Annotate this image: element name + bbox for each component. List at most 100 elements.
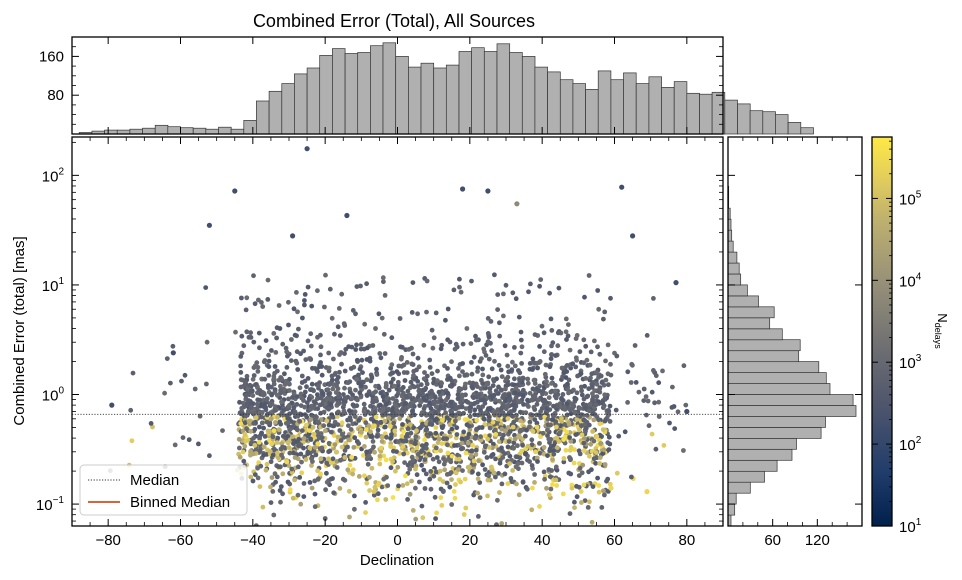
scatter-point (254, 405, 260, 411)
y-tick-label: 102 (42, 166, 65, 185)
scatter-point (633, 380, 639, 385)
scatter-point (309, 303, 315, 309)
scatter-point (515, 461, 521, 467)
scatter-point (295, 464, 301, 470)
scatter-point (277, 488, 283, 493)
scatter-point (316, 383, 321, 389)
scatter-point (286, 463, 292, 468)
scatter-point (408, 413, 414, 419)
scatter-point (129, 438, 135, 444)
scatter-point (602, 392, 608, 398)
top-histogram-bar (623, 72, 637, 135)
scatter-point (501, 291, 506, 297)
scatter-point (364, 345, 370, 351)
top-histogram-bar (673, 81, 688, 135)
scatter-point (312, 478, 318, 484)
scatter-point (331, 490, 337, 496)
scatter-point (428, 486, 434, 492)
scatter-point (350, 308, 356, 313)
scatter-point (605, 371, 611, 377)
scatter-point (419, 462, 424, 468)
scatter-point (597, 461, 603, 466)
scatter-point (318, 431, 324, 436)
top-histogram-bar (724, 99, 738, 135)
scatter-point (346, 423, 351, 428)
scatter-point (363, 420, 369, 426)
scatter-point (323, 272, 328, 278)
scatter-point (545, 416, 551, 422)
scatter-point (268, 500, 274, 505)
scatter-point (421, 396, 426, 401)
scatter-point (422, 370, 427, 375)
scatter-point (681, 363, 687, 369)
scatter-point (581, 337, 587, 343)
scatter-point (292, 409, 298, 415)
scatter-point (536, 388, 542, 394)
scatter-point (441, 488, 446, 494)
scatter-point (535, 459, 540, 464)
scatter-point (384, 396, 390, 401)
scatter-point (238, 421, 244, 426)
scatter-point (393, 468, 398, 474)
scatter-point (323, 428, 328, 434)
colorbar-tick-label: 101 (899, 517, 922, 536)
scatter-point (332, 442, 338, 447)
scatter-point (524, 427, 529, 433)
scatter-point (333, 390, 339, 395)
scatter-point (468, 454, 474, 459)
scatter-point (302, 302, 307, 308)
scatter-point (401, 451, 407, 457)
scatter-point (651, 296, 656, 301)
scatter-point (392, 428, 398, 434)
right-histogram-bar (727, 339, 801, 352)
right-histogram-bar (727, 437, 797, 450)
scatter-point (317, 364, 322, 370)
scatter-point (684, 408, 690, 415)
scatter-point (465, 400, 471, 405)
scatter-point (415, 384, 421, 389)
scatter-point (577, 465, 583, 471)
scatter-panel: −80 −60 −40 −20 0 20 40 60 80 10−1 100 101 102 Decli… (11, 136, 724, 569)
scatter-point (269, 392, 275, 398)
scatter-point (511, 440, 517, 446)
scatter-point (403, 434, 409, 440)
scatter-point (286, 322, 291, 328)
scatter-point (430, 345, 436, 351)
scatter-point (568, 411, 574, 417)
scatter-point (359, 429, 364, 435)
scatter-point (517, 392, 523, 397)
scatter-point (485, 316, 491, 321)
scatter-point (503, 282, 509, 288)
scatter-point (371, 390, 376, 396)
scatter-point (377, 351, 383, 356)
right-histogram-bar (727, 405, 857, 417)
scatter-point (408, 385, 413, 391)
scatter-point (456, 456, 462, 462)
scatter-point (353, 387, 358, 393)
scatter-point (505, 374, 511, 380)
scatter-point (196, 441, 201, 447)
scatter-point (335, 324, 341, 330)
scatter-point (233, 329, 238, 335)
scatter-point (239, 295, 244, 301)
scatter-point (439, 398, 444, 404)
scatter-point (525, 443, 531, 449)
top-histogram-bar (471, 47, 485, 135)
scatter-point (485, 339, 491, 345)
scatter-point (265, 411, 271, 417)
scatter-point (567, 455, 572, 460)
scatter-point (395, 411, 401, 416)
top-histogram-bar (218, 126, 232, 135)
scatter-point (475, 476, 481, 482)
scatter-point (319, 402, 324, 407)
scatter-point (268, 459, 274, 465)
scatter-point (337, 369, 342, 375)
scatter-point (456, 388, 462, 394)
scatter-point (478, 386, 484, 391)
scatter-point (468, 341, 474, 346)
scatter-point (309, 381, 315, 387)
scatter-point (391, 420, 397, 426)
x-tick-label: 60 (606, 532, 623, 549)
scatter-point (180, 435, 186, 440)
scatter-point (525, 397, 530, 403)
